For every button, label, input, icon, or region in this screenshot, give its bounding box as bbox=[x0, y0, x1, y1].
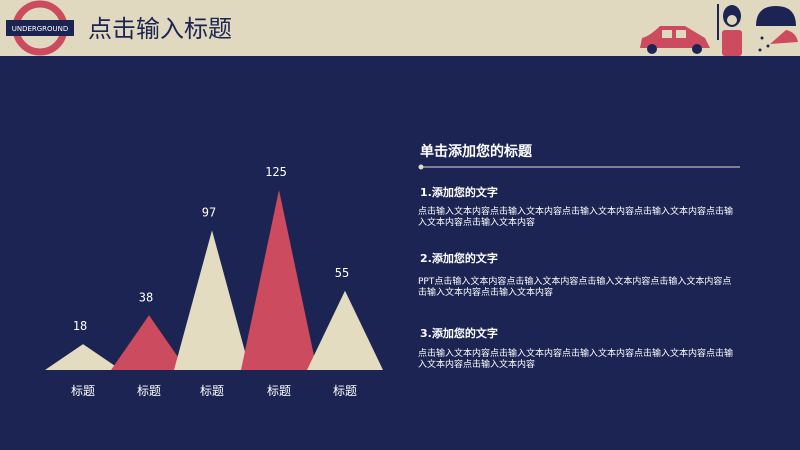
x-tick-label: 标题 bbox=[267, 384, 291, 398]
logo-text: UNDERGROUND bbox=[12, 25, 69, 33]
guard-icon bbox=[717, 4, 742, 56]
triangle bbox=[174, 230, 250, 370]
title: 点击输入标题 bbox=[88, 15, 232, 43]
item-text: PPT点击输入文本内容点击输入文本内容点击输入文本内容点击输入文本内容点击输入文… bbox=[418, 277, 732, 298]
triangle bbox=[45, 344, 121, 370]
item-title: 2.添加您的文字 bbox=[420, 252, 498, 265]
x-tick-label: 标题 bbox=[71, 384, 95, 398]
x-tick-label: 标题 bbox=[333, 384, 357, 398]
data-label: 38 bbox=[139, 290, 153, 304]
item-title: 3.添加您的文字 bbox=[420, 327, 498, 340]
data-label: 18 bbox=[73, 319, 87, 333]
data-label: 97 bbox=[202, 205, 216, 219]
item-text: 点击输入文本内容点击输入文本内容点击输入文本内容点击输入文本内容点击输入文本内容… bbox=[418, 207, 734, 228]
triangle bbox=[111, 315, 187, 370]
logo-bar bbox=[6, 20, 74, 36]
car-icon bbox=[640, 26, 710, 54]
divider-dot bbox=[418, 164, 424, 170]
umbrella-icon bbox=[756, 6, 798, 52]
triangle bbox=[307, 290, 383, 370]
data-label: 55 bbox=[335, 266, 349, 280]
item-text: 点击输入文本内容点击输入文本内容点击输入文本内容点击输入文本内容点击输入文本内容… bbox=[418, 349, 734, 370]
x-tick-label: 标题 bbox=[137, 384, 161, 398]
item-title: 1.添加您的文字 bbox=[420, 186, 498, 199]
panel-heading: 单击添加您的标题 bbox=[420, 144, 532, 160]
triangle bbox=[241, 190, 317, 370]
x-tick-label: 标题 bbox=[200, 384, 224, 398]
data-label: 125 bbox=[265, 165, 287, 179]
